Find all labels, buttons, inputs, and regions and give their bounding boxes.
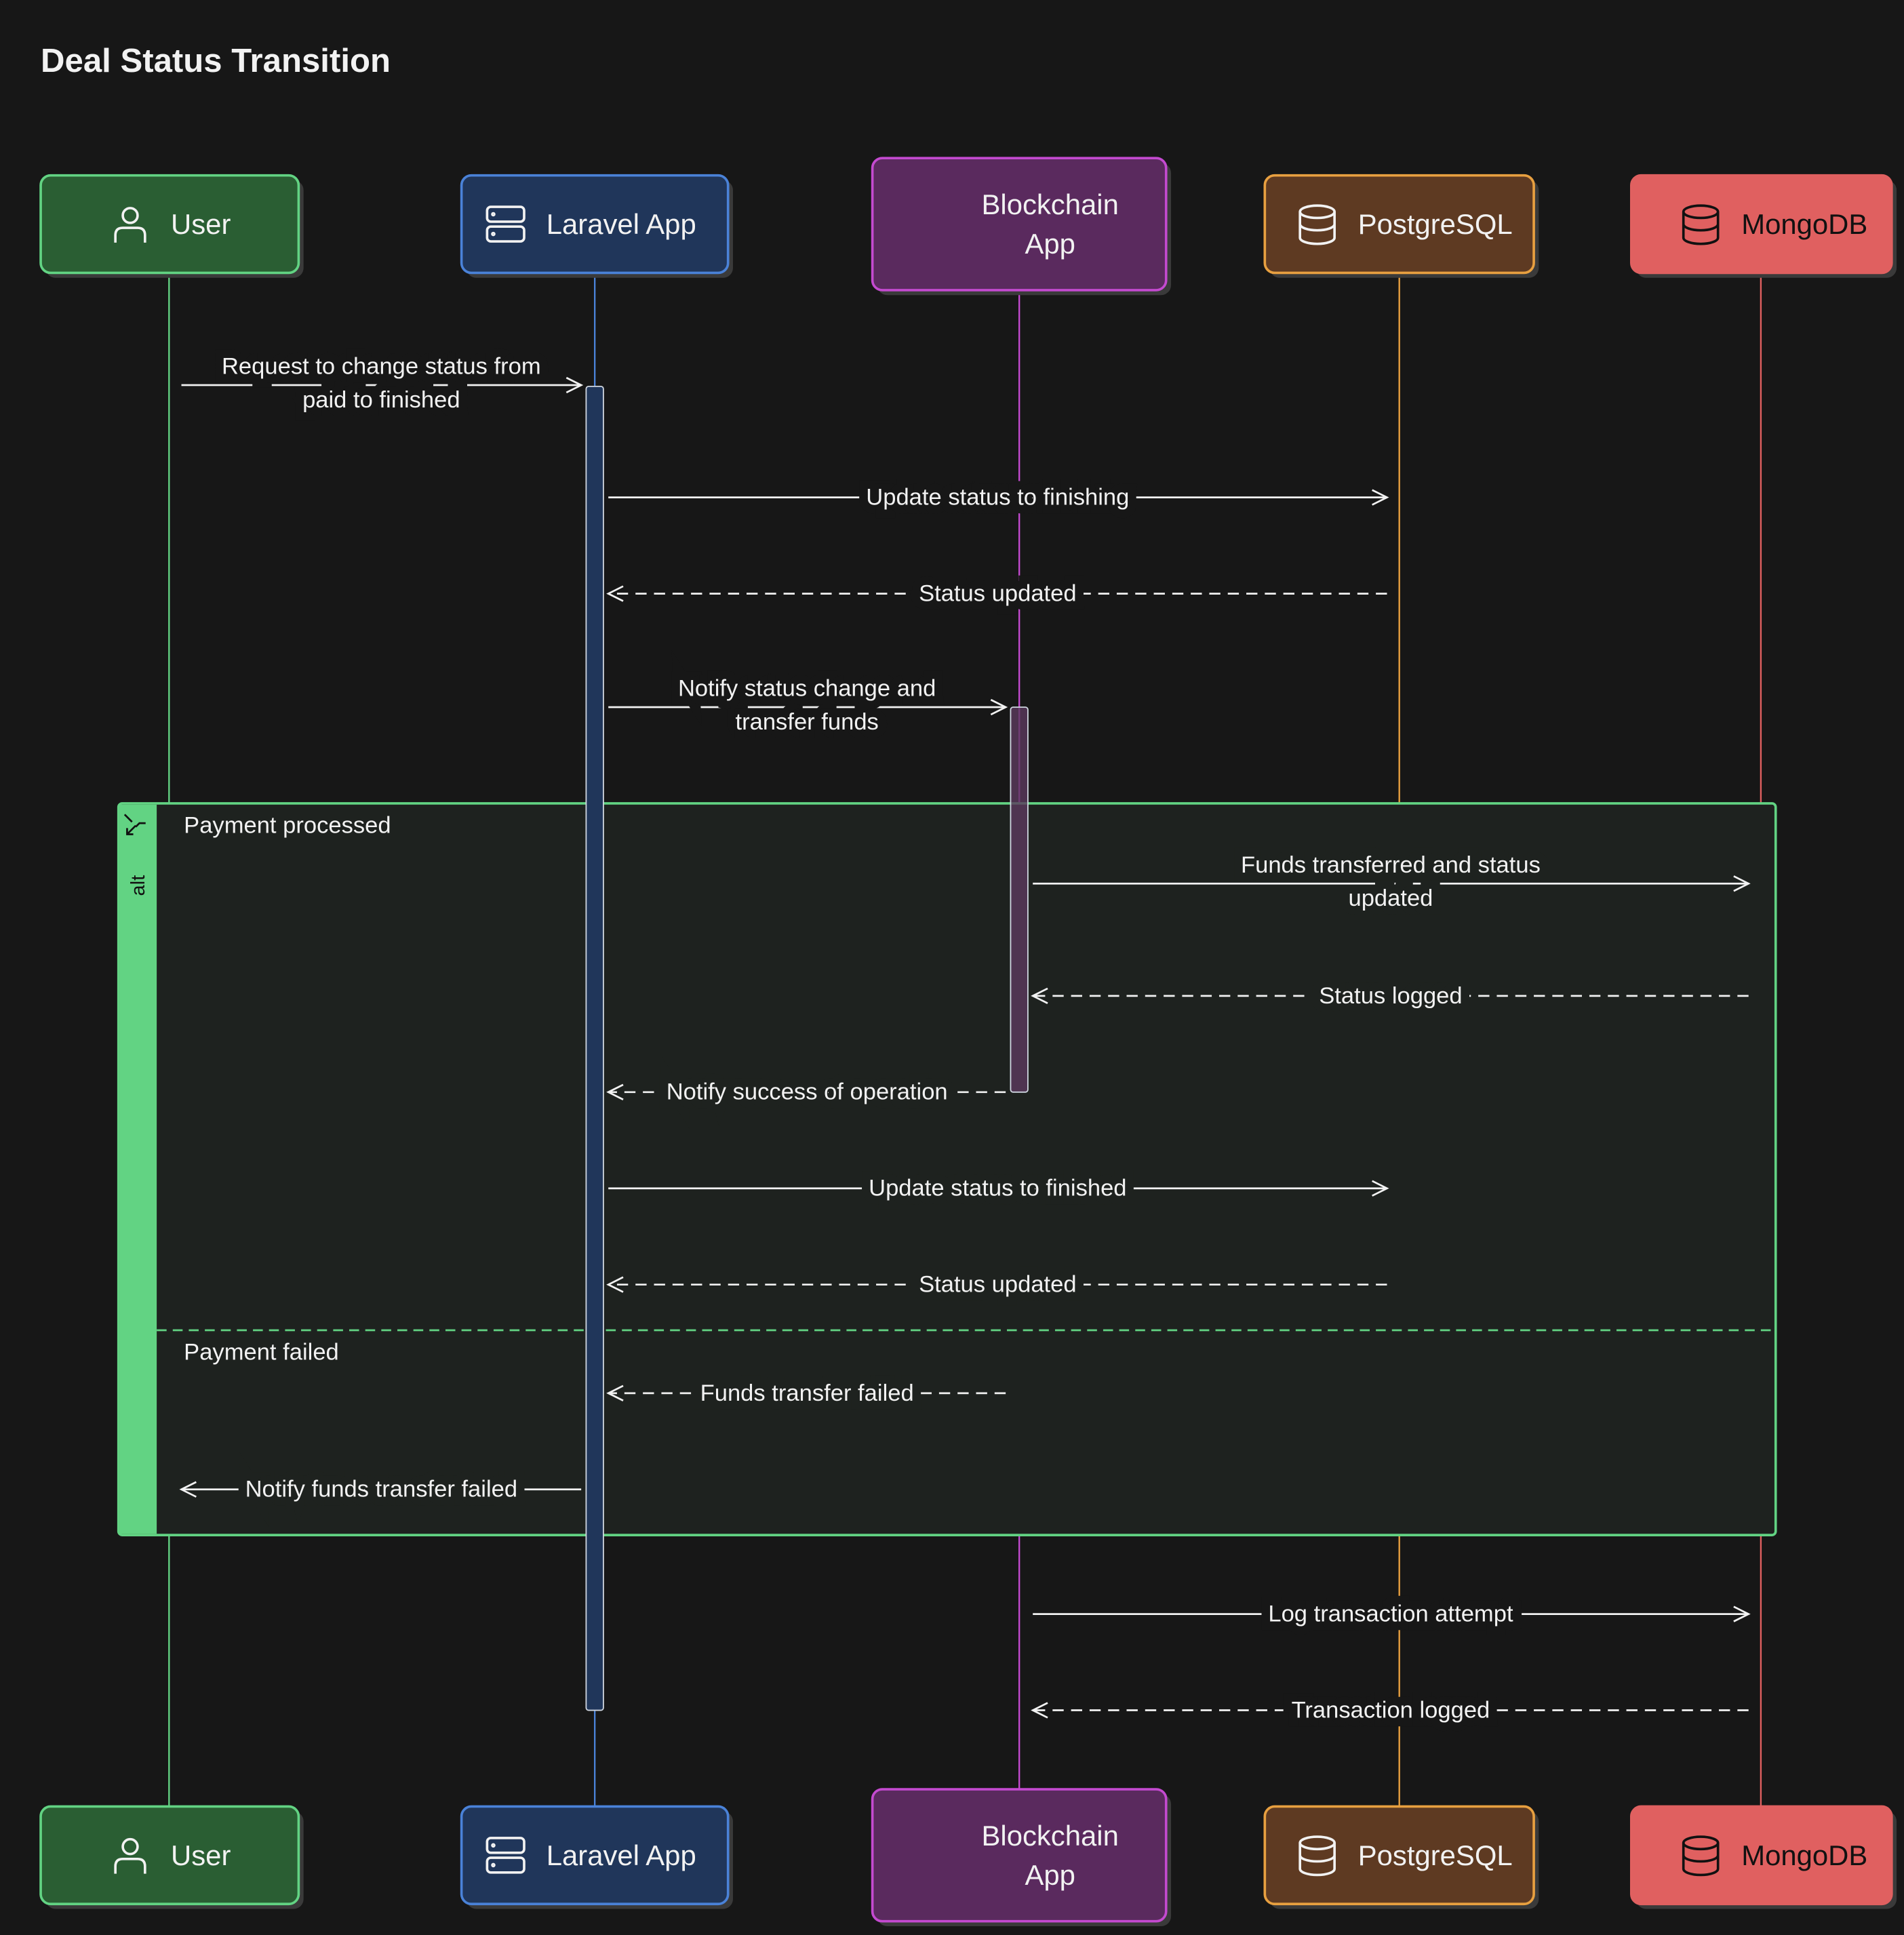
activation-laravel (585, 385, 604, 1711)
database-icon (1682, 1835, 1720, 1877)
message-label: Request to change status from (222, 354, 541, 380)
alt-keyword: alt (127, 875, 149, 896)
actor-label: PostgreSQL (1358, 208, 1513, 240)
arrowhead-icon (1733, 1605, 1751, 1622)
message-label: Log transaction attempt (1268, 1601, 1513, 1627)
arrowhead-icon (606, 585, 624, 602)
actor-label: MongoDB (1741, 208, 1867, 240)
message-label: transfer funds (736, 709, 879, 735)
activation-blockchain (1010, 706, 1029, 1093)
message-label: Transaction logged (1292, 1697, 1490, 1723)
user-icon (114, 1837, 146, 1874)
arrowhead-icon (990, 698, 1008, 716)
arrowhead-icon (606, 1384, 624, 1401)
actor-top-user[interactable]: User (39, 174, 304, 278)
arrowhead-icon (1733, 875, 1751, 892)
arrowhead-icon (1372, 489, 1389, 506)
server-icon (485, 1837, 525, 1874)
arrowhead-icon (1031, 1702, 1048, 1719)
user-icon (114, 207, 146, 243)
alt-branch-icon (123, 814, 146, 835)
server-icon (485, 205, 525, 243)
message-label: Status updated (919, 581, 1077, 607)
actor-label: Blockchain (981, 1820, 1118, 1852)
alt-section-label: Payment failed (184, 1340, 339, 1365)
actor-top-laravel-app[interactable]: Laravel App (460, 174, 733, 278)
message-label: Update status to finished (869, 1176, 1126, 1201)
actor-bottom-mongodb[interactable]: MongoDB (1629, 1805, 1897, 1909)
message: Update status to finishing (608, 476, 1389, 519)
actor-bottom-laravel-app[interactable]: Laravel App (460, 1805, 733, 1909)
arrowhead-icon (606, 1083, 624, 1100)
arrowhead-icon (179, 1481, 197, 1498)
actor-top-mongodb[interactable]: MongoDB (1629, 174, 1897, 278)
diagram-title: Deal Status Transition (41, 43, 391, 79)
actor-bottom-blockchain-app[interactable]: Blockchain App (871, 1788, 1172, 1927)
actor-label: User (171, 1839, 231, 1871)
message-label: Funds transfer failed (700, 1380, 914, 1406)
alt-fragment (117, 802, 1777, 1536)
message-label: paid to finished (302, 387, 460, 413)
arrowhead-icon (1031, 987, 1048, 1004)
database-icon (1682, 204, 1720, 245)
message-label: updated (1348, 885, 1433, 911)
actor-top-postgresql[interactable]: PostgreSQL (1263, 174, 1539, 278)
message-label: Update status to finishing (866, 485, 1129, 511)
actor-label: App (1025, 228, 1075, 260)
arrowhead-icon (566, 376, 584, 394)
actor-top-blockchain-app[interactable]: Blockchain App (871, 157, 1172, 296)
message: Request to change status from paid to fin… (181, 345, 584, 422)
message: Status updated (606, 572, 1387, 615)
actor-bottom-postgresql[interactable]: PostgreSQL (1263, 1805, 1539, 1909)
message-label: Notify success of operation (667, 1079, 948, 1105)
actor-label: User (171, 208, 231, 240)
database-icon (1298, 1835, 1336, 1877)
actor-label: PostgreSQL (1358, 1839, 1513, 1871)
actor-label: MongoDB (1741, 1839, 1867, 1871)
message: Transaction logged (1031, 1689, 1749, 1732)
database-icon (1298, 204, 1336, 245)
message-label: Funds transferred and status (1241, 852, 1541, 878)
message-label: Status logged (1319, 983, 1462, 1009)
message-label: Notify funds transfer failed (245, 1477, 518, 1502)
actor-bottom-user[interactable]: User (39, 1805, 304, 1909)
arrowhead-icon (1372, 1180, 1389, 1197)
alt-label-band (119, 804, 157, 1534)
message: Notify status change and transfer funds (608, 667, 1008, 744)
message-label: Status updated (919, 1272, 1077, 1298)
actor-label: Laravel App (547, 208, 696, 240)
actor-label: Blockchain (981, 188, 1118, 220)
actor-label: App (1025, 1859, 1075, 1891)
message: Log transaction attempt (1033, 1593, 1751, 1635)
message: Notify success of operation (606, 1071, 1006, 1113)
arrowhead-icon (606, 1276, 624, 1293)
message-label: Notify status change and (678, 676, 936, 702)
actor-label: Laravel App (547, 1839, 696, 1871)
alt-section-label: Payment processed (184, 813, 391, 839)
